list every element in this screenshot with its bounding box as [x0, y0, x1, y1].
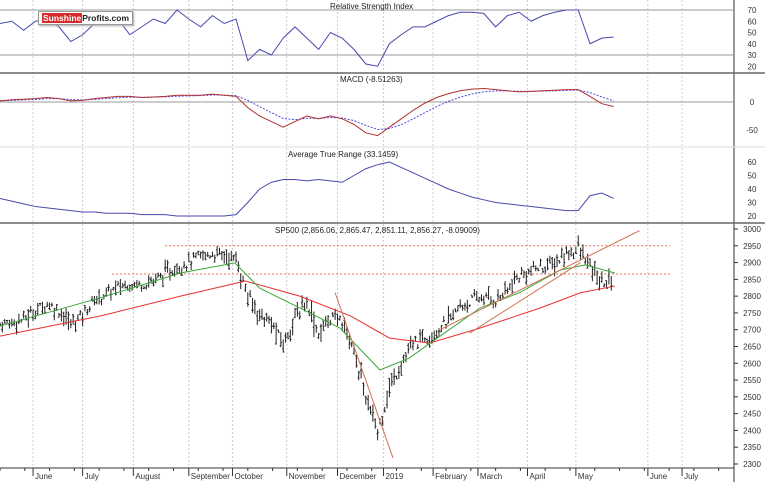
x-tick-label: June	[35, 472, 53, 481]
sp500-title: SP500 (2,856.06, 2,865.47, 2,851.11, 2,8…	[275, 226, 480, 235]
price-tick-label: 3000	[743, 225, 761, 234]
x-tick-label: March	[480, 472, 502, 481]
x-tick-label: April	[529, 472, 545, 481]
atr-tick-label: 40	[748, 185, 757, 194]
price-tick-label: 2400	[743, 426, 761, 435]
ma200-line	[0, 280, 615, 344]
trend-line	[469, 262, 581, 334]
rsi-tick-label: 20	[748, 62, 757, 71]
x-tick-label: December	[339, 472, 376, 481]
price-tick-label: 2550	[743, 376, 761, 385]
price-tick-label: 2700	[743, 326, 761, 335]
x-tick-label: 2019	[386, 472, 404, 481]
x-tick-label: February	[435, 472, 467, 481]
rsi-tick-label: 60	[748, 17, 757, 26]
rsi-title: Relative Strength Index	[330, 2, 413, 11]
x-tick-label: August	[135, 472, 161, 481]
rsi-tick-label: 30	[748, 51, 757, 60]
macd-title: MACD (-8.51263)	[340, 75, 403, 84]
x-tick-label: July	[684, 472, 698, 481]
atr-tick-label: 60	[748, 158, 757, 167]
price-tick-label: 2900	[743, 259, 761, 268]
x-tick-label: June	[650, 472, 668, 481]
price-tick-label: 2800	[743, 292, 761, 301]
price-tick-label: 2500	[743, 393, 761, 402]
macd-line	[0, 88, 614, 137]
atr-tick-label: 20	[748, 212, 757, 221]
price-tick-label: 2650	[743, 343, 761, 352]
atr-tick-label: 50	[748, 172, 757, 181]
x-tick-label: September	[191, 472, 230, 481]
macd-tick-label: -50	[746, 126, 758, 135]
price-tick-label: 2300	[743, 460, 761, 469]
price-tick-label: 2850	[743, 275, 761, 284]
trend-line	[334, 292, 394, 459]
x-tick-label: November	[289, 472, 326, 481]
sunshine-profits-logo: SunshineProfits.com	[38, 11, 134, 25]
price-tick-label: 2450	[743, 410, 761, 419]
atr-title: Average True Range (33.1459)	[288, 150, 398, 159]
atr-line	[0, 161, 614, 217]
price-tick-label: 2350	[743, 443, 761, 452]
macd-signal-line	[0, 89, 614, 131]
atr-tick-label: 30	[748, 199, 757, 208]
price-tick-label: 2750	[743, 309, 761, 318]
rsi-tick-label: 40	[748, 40, 757, 49]
price-tick-label: 2950	[743, 242, 761, 251]
rsi-tick-label: 70	[748, 6, 757, 15]
price-tick-label: 2600	[743, 359, 761, 368]
trend-line	[439, 230, 640, 331]
macd-tick-label: 0	[750, 98, 755, 107]
x-tick-label: October	[234, 472, 263, 481]
rsi-tick-label: 50	[748, 29, 757, 38]
ma50-line	[0, 262, 615, 371]
x-tick-label: May	[578, 472, 593, 481]
x-tick-label: July	[85, 472, 99, 481]
